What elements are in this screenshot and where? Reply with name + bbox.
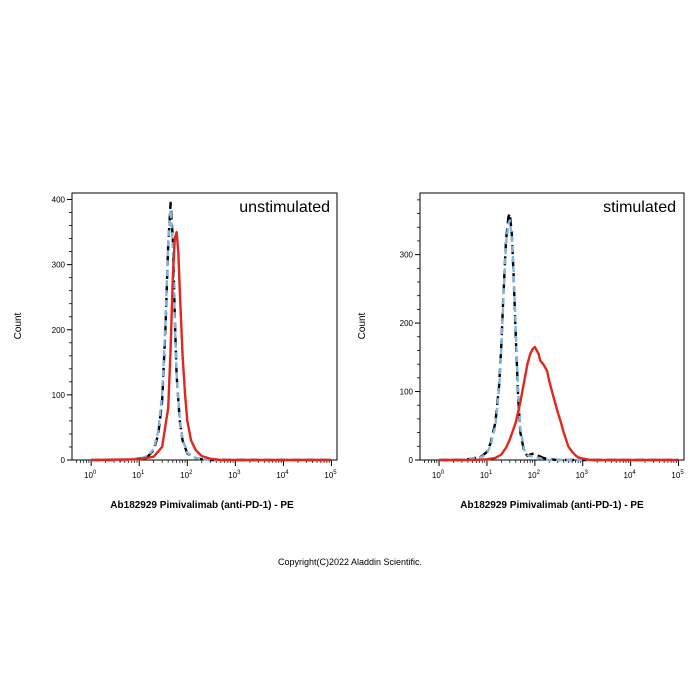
y-tick-label: 100 [400, 388, 414, 397]
x-axis-label: Ab182929 Pimivalimab (anti-PD-1) - PE [460, 500, 644, 511]
y-tick-label: 0 [409, 456, 414, 465]
x-tick-label: 100 [84, 470, 97, 480]
y-axis-label: Count [13, 312, 24, 339]
y-axis-label: Count [357, 312, 368, 339]
x-tick-label: 102 [528, 470, 541, 480]
copyright-notice: Copyright(C)2022 Aladdin Scientific. [277, 557, 423, 567]
y-tick-label: 400 [52, 196, 66, 205]
x-tick-label: 101 [132, 470, 145, 480]
panel-annotation: stimulated [603, 199, 676, 216]
x-axis-label: Ab182929 Pimivalimab (anti-PD-1) - PE [110, 500, 294, 511]
x-tick-label: 105 [671, 470, 684, 480]
x-tick-label: 105 [324, 470, 337, 480]
plot-area: 0 100 200 300 100 101 102 103 104 105 [400, 192, 685, 480]
series-line [91, 230, 332, 462]
y-tick-label: 200 [400, 319, 414, 328]
x-tick-label: 100 [432, 470, 445, 480]
histogram-panel-unstimulated: unstimulated Count Ab182929 Pimivalimab … [13, 192, 338, 511]
x-tick-label: 103 [228, 470, 241, 480]
series-line [439, 212, 679, 462]
y-tick-label: 300 [52, 261, 66, 270]
x-tick-label: 102 [180, 470, 193, 480]
y-tick-label: 300 [400, 251, 414, 260]
series-line [439, 219, 679, 462]
y-tick-label: 200 [52, 326, 66, 335]
plot-area: 0 100 200 300 400 100 101 102 103 104 105 [52, 192, 338, 480]
plot-frame [71, 192, 338, 461]
y-tick-label: 0 [61, 456, 66, 465]
x-tick-label: 101 [480, 470, 493, 480]
x-tick-label: 103 [576, 470, 589, 480]
series-line [439, 345, 679, 462]
series-line [91, 201, 332, 462]
plot-frame [419, 192, 685, 461]
x-tick-label: 104 [624, 470, 637, 480]
x-tick-label: 104 [276, 470, 289, 480]
panel-annotation: unstimulated [239, 199, 330, 216]
series-line [91, 208, 332, 462]
y-tick-label: 100 [52, 391, 66, 400]
histogram-panel-stimulated: stimulated Count Ab182929 Pimivalimab (a… [357, 192, 685, 511]
